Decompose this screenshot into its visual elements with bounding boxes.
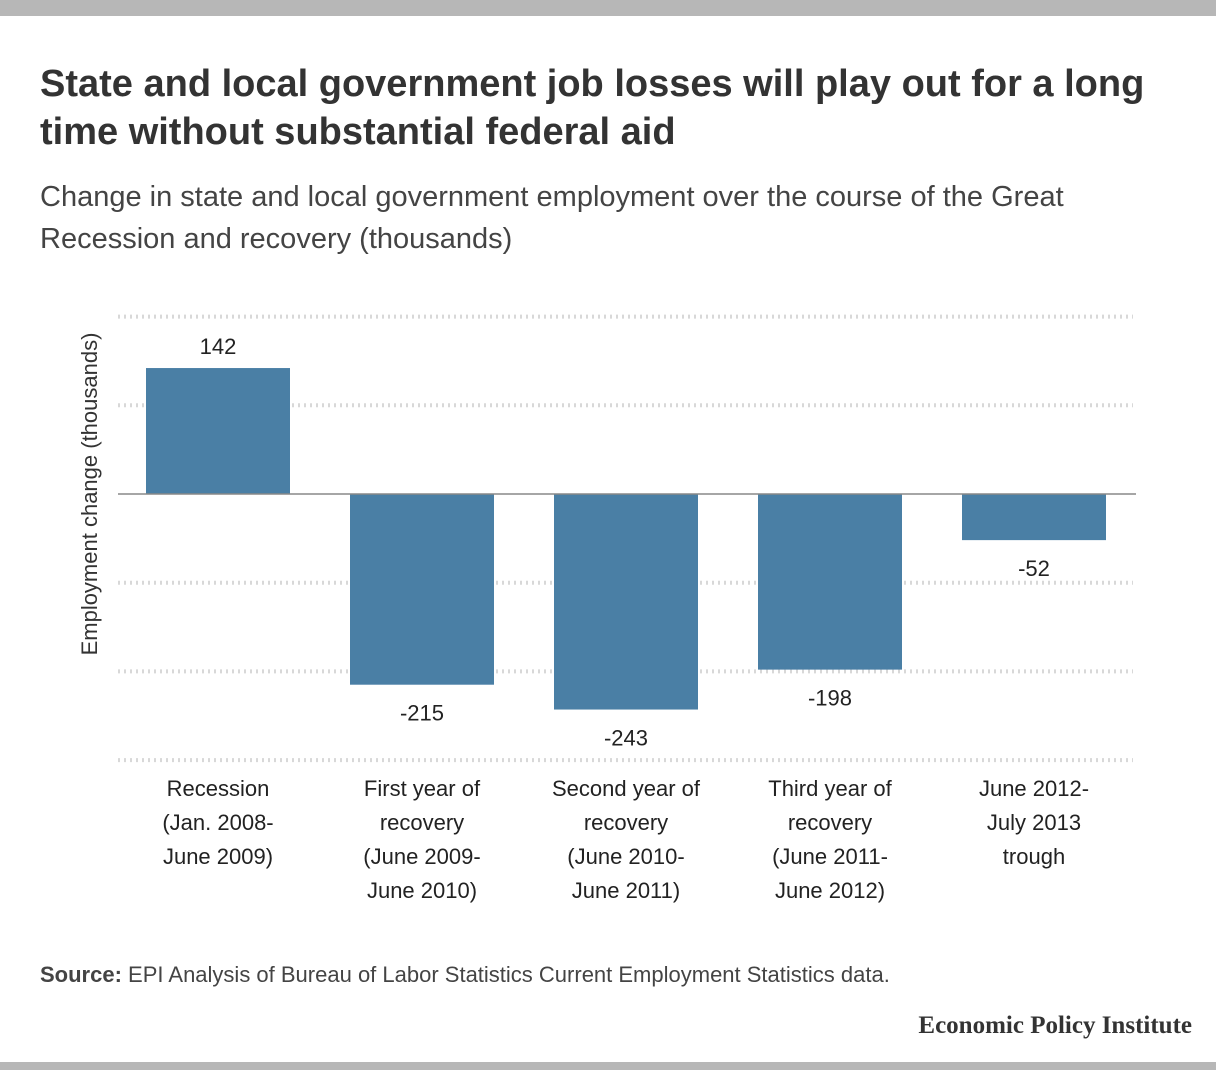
x-tick-label-line: Third year of [768, 776, 892, 801]
data-label: -215 [400, 701, 444, 726]
x-tick-label-line: (Jan. 2008- [162, 810, 273, 835]
x-tick-label-line: recovery [584, 810, 668, 835]
x-tick-label-line: (June 2010- [567, 844, 684, 869]
x-tick-label-line: (June 2009- [363, 844, 480, 869]
brand-logo: Economic Policy Institute [918, 1012, 1192, 1039]
x-tick-label: June 2012- July 2013 trough [979, 776, 1089, 869]
x-tick-label: First year of recovery (June 2009- June 201… [363, 776, 481, 903]
data-label: 142 [200, 334, 237, 359]
x-tick-label-line: June 2011) [572, 878, 680, 903]
x-tick-label-line: trough [1003, 844, 1065, 869]
data-label: -198 [808, 686, 852, 711]
source-label: Source: [40, 962, 122, 987]
source-note: Source: EPI Analysis of Bureau of Labor … [40, 962, 1160, 988]
x-tick-label: Second year of recovery (June 2010- June 20… [552, 776, 701, 903]
data-label: -52 [1018, 556, 1050, 581]
bar-chart: Employment change (thousands) 142 Recessio… [77, 314, 1136, 903]
y-axis-label: Employment change (thousands) [77, 333, 102, 656]
x-tick-label-line: (June 2011- [772, 844, 888, 869]
x-tick-label-line: June 2012) [775, 878, 885, 903]
x-tick-label: Third year of recovery (June 2011- June 201… [768, 776, 892, 903]
chart-subtitle: Change in state and local government emp… [40, 181, 1064, 255]
x-tick-label-line: Second year of [552, 776, 701, 801]
bar [554, 494, 698, 710]
bar [350, 494, 494, 685]
x-tick-label-line: recovery [380, 810, 464, 835]
bar [962, 494, 1106, 541]
x-tick-label-line: June 2009) [163, 844, 273, 869]
x-tick-label-line: First year of [364, 776, 481, 801]
top-border [0, 0, 1216, 16]
x-tick-label-line: June 2010) [367, 878, 477, 903]
x-tick-label-line: July 2013 [987, 810, 1081, 835]
chart-title: State and local government job losses wi… [40, 63, 1145, 153]
x-tick-label-line: June 2012- [979, 776, 1089, 801]
bar [146, 368, 290, 494]
data-label: -243 [604, 726, 648, 751]
bottom-border [0, 1062, 1216, 1070]
x-tick-label-line: recovery [788, 810, 872, 835]
x-tick-label: Recession (Jan. 2008- June 2009) [162, 776, 273, 869]
x-tick-label-line: Recession [167, 776, 270, 801]
bar [758, 494, 902, 670]
source-text: EPI Analysis of Bureau of Labor Statisti… [121, 962, 890, 987]
